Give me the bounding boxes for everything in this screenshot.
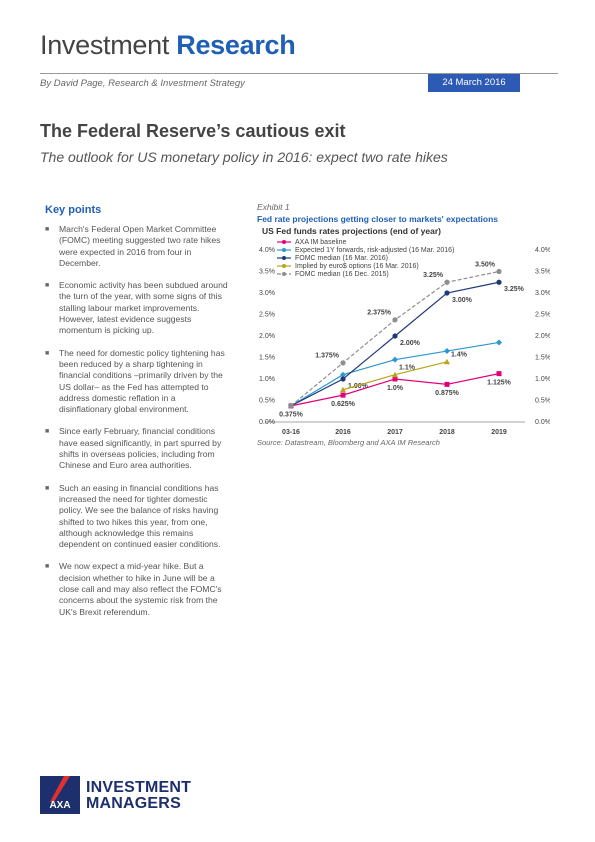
key-point: Since early February, financial conditio…: [45, 426, 230, 471]
y2-tick-label: 2.5%: [535, 311, 550, 318]
data-label: 0.625%: [331, 401, 356, 408]
brand-line: INVESTMENT: [86, 779, 192, 796]
data-label: 3.00%: [452, 297, 473, 304]
point: [392, 371, 398, 378]
x-tick-label: 2019: [491, 429, 507, 436]
key-point: The need for domestic policy tightening …: [45, 348, 230, 416]
x-tick-label: 2016: [335, 429, 351, 436]
data-label: 1.125%: [487, 379, 512, 386]
y2-tick-label: 1.5%: [535, 354, 550, 361]
legend-marker: [282, 248, 286, 252]
y2-tick-label: 3.5%: [535, 268, 550, 275]
data-label: 3.25%: [423, 272, 444, 279]
x-tick-label: 2018: [439, 429, 455, 436]
data-label: 1.1%: [399, 365, 416, 372]
logo: AXA: [40, 776, 80, 814]
byline: By David Page, Research & Investment Str…: [40, 78, 245, 89]
data-label: 0.875%: [435, 390, 460, 397]
header-rule: [40, 73, 558, 74]
data-label: 2.00%: [400, 340, 421, 347]
y-tick-label: 3.0%: [259, 290, 275, 297]
data-label: 3.50%: [475, 261, 496, 268]
key-points-heading: Key points: [45, 204, 102, 216]
exhibit-heading: Fed rate projections getting closer to m…: [257, 214, 499, 224]
y2-tick-label: 4.0%: [535, 247, 550, 254]
point: [444, 279, 450, 285]
y-tick-label: 1.0%: [259, 376, 275, 383]
y-tick-label: 0.5%: [259, 397, 275, 404]
data-label: 2.375%: [367, 310, 392, 317]
title-light: Investment: [40, 30, 170, 60]
point: [444, 348, 450, 355]
data-label: 1.00%: [348, 383, 369, 390]
y2-tick-label: 1.0%: [535, 376, 550, 383]
point: [444, 358, 450, 365]
exhibit-label: Exhibit 1: [257, 202, 290, 212]
y-tick-label: 4.0%: [259, 247, 275, 254]
point: [340, 392, 346, 398]
y2-tick-label: 0.5%: [535, 397, 550, 404]
legend-marker: [282, 264, 286, 268]
point: [392, 317, 398, 323]
key-point: We now expect a mid-year hike. But a dec…: [45, 561, 230, 617]
legend-marker: [282, 272, 286, 276]
data-label: 1.0%: [387, 385, 404, 392]
point: [288, 403, 294, 409]
point: [496, 279, 502, 285]
chart: 0.0% 0.5% 1.0% 1.5% 2.0% 2.5% 3.0% 3.5% 4.0% 0.0%…: [259, 239, 550, 436]
legend-marker: [282, 240, 286, 244]
legend-label: Expected 1Y forwards, risk-adjusted (16 …: [295, 247, 454, 254]
logo-slash: [50, 776, 70, 802]
point: [444, 290, 450, 296]
point: [496, 268, 502, 275]
y2-tick-label: 0.0%: [535, 419, 550, 426]
point: [340, 371, 346, 378]
source: Source: Datastream, Bloomberg and AXA IM…: [257, 438, 440, 447]
legend-label: AXA IM baseline: [295, 239, 346, 246]
date: 24 March 2016: [428, 74, 520, 92]
logo-box: [40, 776, 80, 814]
title: The Federal Reserve’s cautious exit: [40, 121, 346, 141]
brand-line: MANAGERS: [86, 795, 181, 812]
header-title: Investment Research: [40, 30, 296, 61]
title-bold: Research: [176, 30, 296, 60]
key-point: March's Federal Open Market Committee (F…: [45, 224, 230, 269]
y-tick-label: 3.5%: [259, 268, 275, 275]
y-tick-label: 2.0%: [259, 333, 275, 340]
data-label: 0.375%: [279, 412, 304, 419]
point: [340, 386, 346, 393]
point: [496, 339, 502, 346]
y-tick-label: 0.0%: [259, 419, 275, 426]
x-tick-label: 2017: [387, 429, 403, 436]
data-label: 3.25%: [504, 286, 525, 293]
point: [340, 376, 346, 382]
legend-marker: [282, 256, 286, 260]
point: [392, 376, 398, 382]
data-label: 1.375%: [315, 353, 340, 360]
legend-label: FOMC median (16 Dec. 2015): [295, 271, 389, 278]
subtitle: The outlook for US monetary policy in 20…: [40, 149, 448, 165]
key-point: Economic activity has been subdued aroun…: [45, 280, 230, 336]
point: [444, 381, 450, 387]
legend-label: FOMC median (16 Mar. 2016): [295, 255, 388, 262]
key-points: March's Federal Open Market Committee (F…: [45, 224, 230, 629]
data-label: 1.4%: [451, 352, 468, 359]
point: [340, 360, 346, 366]
y-tick-label: 1.5%: [259, 354, 275, 361]
chart-title: US Fed funds rates projections (end of y…: [262, 226, 442, 236]
y-tick-label: 2.5%: [259, 311, 275, 318]
point: [392, 356, 398, 363]
point: [496, 371, 502, 377]
x-tick-label: 03-16: [282, 429, 300, 436]
key-point: Such an easing in financial conditions h…: [45, 483, 230, 551]
point: [392, 333, 398, 339]
logo-mark: AXA: [49, 800, 70, 811]
y2-tick-label: 2.0%: [535, 333, 550, 340]
legend-label: Implied by euro$ options (16 Mar. 2016): [295, 263, 419, 270]
y2-tick-label: 3.0%: [535, 290, 550, 297]
